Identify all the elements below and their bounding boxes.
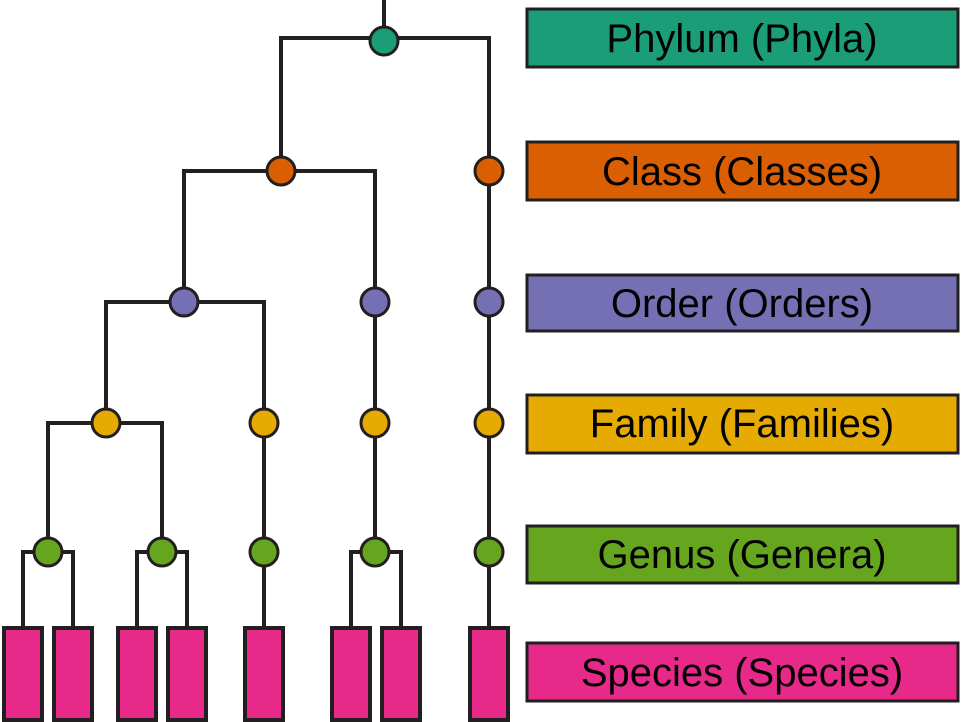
genus-node [359, 536, 391, 568]
order-node [473, 286, 505, 318]
species-box [116, 626, 158, 722]
legend-label-genus: Genus (Genera) [597, 533, 886, 577]
order-node [359, 286, 391, 318]
genus-node [473, 536, 505, 568]
class-node [473, 155, 505, 187]
legend-item-family: Family (Families) [525, 393, 960, 455]
family-node [90, 407, 122, 439]
family-node [248, 407, 280, 439]
species-box [166, 626, 208, 722]
legend-box-phylum [525, 7, 960, 69]
tree-branches [21, 0, 491, 628]
legend-box-family [525, 393, 960, 455]
branch-class-a [182, 169, 377, 302]
species-box [52, 626, 94, 722]
legend-item-order: Order (Orders) [525, 273, 960, 333]
rank-legend: Phylum (Phyla) Class (Classes) Order (Or… [525, 7, 960, 703]
tree-nodes [32, 25, 505, 568]
legend-item-genus: Genus (Genera) [525, 524, 960, 585]
order-node [168, 286, 200, 318]
branch-phylum [279, 36, 491, 171]
legend-label-class: Class (Classes) [602, 150, 882, 194]
legend-box-order [525, 273, 960, 333]
family-node [359, 407, 391, 439]
species-box [2, 626, 44, 722]
species-box [380, 626, 422, 722]
legend-label-phylum: Phylum (Phyla) [606, 17, 877, 61]
legend-label-family: Family (Families) [590, 402, 894, 446]
legend-item-species: Species (Species) [525, 641, 960, 703]
legend-label-species: Species (Species) [581, 651, 903, 695]
branch-order-a [104, 300, 266, 423]
legend-box-species [525, 641, 960, 703]
class-node [265, 155, 297, 187]
species-box [330, 626, 372, 722]
legend-item-class: Class (Classes) [525, 140, 960, 202]
legend-item-phylum: Phylum (Phyla) [525, 7, 960, 69]
phylum-node [368, 25, 400, 57]
species-boxes [2, 626, 510, 722]
family-node [473, 407, 505, 439]
species-box [243, 626, 285, 722]
genus-node [32, 536, 64, 568]
genus-node [146, 536, 178, 568]
species-box [468, 626, 510, 722]
genus-node [248, 536, 280, 568]
branch-family-a [46, 421, 164, 552]
legend-box-genus [525, 524, 960, 585]
legend-label-order: Order (Orders) [611, 282, 873, 326]
legend-box-class [525, 140, 960, 202]
